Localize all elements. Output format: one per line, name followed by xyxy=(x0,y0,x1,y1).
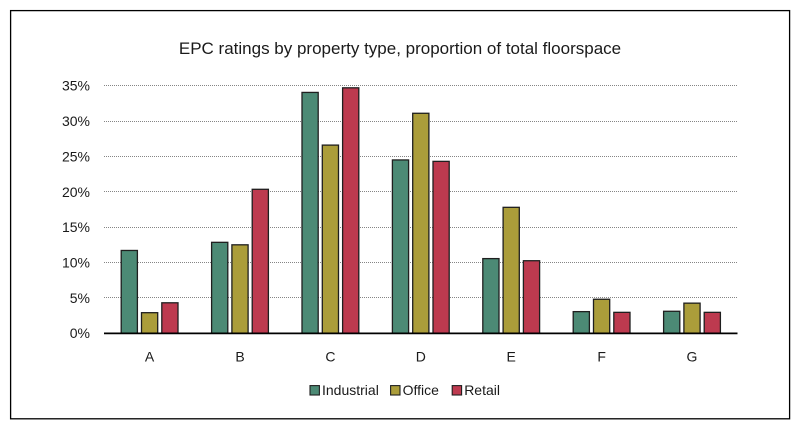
svg-text:B: B xyxy=(235,349,244,365)
svg-text:30%: 30% xyxy=(62,113,90,129)
svg-text:Industrial: Industrial xyxy=(322,382,379,398)
svg-text:10%: 10% xyxy=(62,255,90,271)
svg-text:G: G xyxy=(687,349,698,365)
svg-text:A: A xyxy=(145,349,155,365)
svg-text:5%: 5% xyxy=(70,290,90,306)
svg-text:C: C xyxy=(325,349,335,365)
svg-text:0%: 0% xyxy=(70,325,90,341)
svg-text:25%: 25% xyxy=(62,148,90,164)
svg-text:F: F xyxy=(597,349,606,365)
svg-text:E: E xyxy=(507,349,516,365)
svg-text:Office: Office xyxy=(403,382,440,398)
svg-text:35%: 35% xyxy=(62,78,90,94)
svg-text:D: D xyxy=(416,349,426,365)
svg-text:EPC ratings by property type,: EPC ratings by property type, proportion… xyxy=(179,39,621,58)
svg-text:Retail: Retail xyxy=(464,382,500,398)
svg-text:20%: 20% xyxy=(62,184,90,200)
svg-text:15%: 15% xyxy=(62,219,90,235)
